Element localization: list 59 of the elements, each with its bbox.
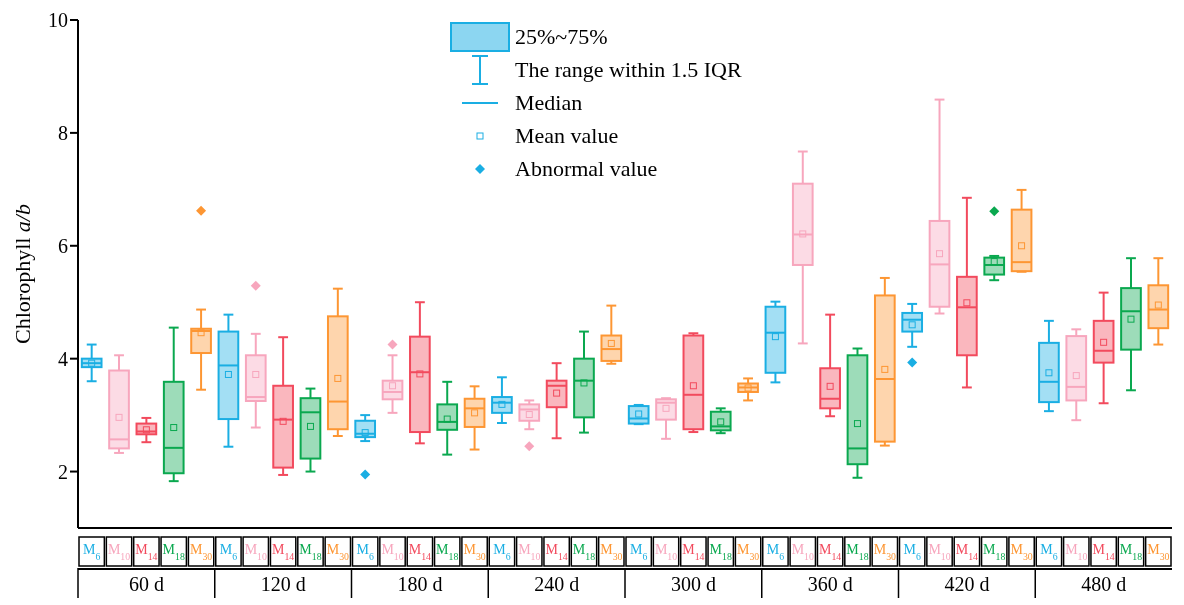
text: M$_{10}$ (1065, 542, 1088, 562)
annotation: The range within 1.5 IQR (515, 56, 742, 83)
x-tick-label: 240 d (534, 573, 580, 595)
text: M$_{18}$ (162, 542, 185, 562)
text: M$_{6}$ (219, 542, 238, 562)
annotation: Median (515, 89, 583, 116)
text: M$_{30}$ (873, 542, 897, 562)
text: M$_{6}$ (83, 542, 101, 562)
text: M$_{14}$ (682, 542, 705, 562)
text: M$_{30}$ (1010, 542, 1033, 562)
text: M$_{6}$ (356, 542, 374, 562)
x-tick-label: 60 d (128, 573, 164, 595)
x-tick-label: 300 d (670, 573, 716, 595)
x-tick-label: 120 d (260, 573, 306, 595)
y-tick-label: 8 (58, 121, 68, 144)
text: M$_{10}$ (518, 542, 541, 562)
text: M$_{30}$ (463, 542, 486, 562)
text: M$_{10}$ (928, 542, 951, 562)
text: M$_{14}$ (819, 542, 842, 562)
text: M$_{30}$ (1147, 542, 1170, 562)
text: M$_{6}$ (493, 542, 511, 562)
text: M$_{10}$ (791, 542, 814, 562)
text: M$_{14}$ (1092, 542, 1115, 562)
text: M$_{18}$ (983, 542, 1006, 562)
text: M$_{10}$ (654, 542, 678, 562)
text: M$_{6}$ (903, 542, 921, 562)
text: M$_{6}$ (766, 542, 785, 562)
text: M$_{30}$ (736, 542, 760, 562)
text: M$_{14}$ (955, 542, 978, 562)
annotation: Abnormal value (515, 155, 658, 182)
y-axis-title: Chlorophyll a/b (10, 204, 35, 344)
text: M$_{18}$ (299, 542, 322, 562)
text: M$_{14}$ (135, 542, 158, 562)
annotation: 25%~75% (515, 23, 608, 50)
y-tick-label: 10 (48, 9, 68, 32)
text: M$_{30}$ (189, 542, 213, 562)
annotation: Mean value (515, 122, 619, 149)
text: M$_{18}$ (709, 542, 732, 562)
x-tick-label: 360 d (807, 573, 853, 595)
text: M$_{18}$ (436, 542, 459, 562)
text: M$_{30}$ (326, 542, 349, 562)
text: M$_{6}$ (630, 542, 648, 562)
text: M$_{14}$ (408, 542, 431, 562)
text: M$_{18}$ (572, 542, 596, 562)
text: M$_{18}$ (1119, 542, 1143, 562)
text: M$_{10}$ (107, 542, 131, 562)
x-tick-label: 480 d (1081, 573, 1127, 595)
y-tick-label: 4 (58, 347, 68, 370)
text: M$_{30}$ (600, 542, 623, 562)
text: M$_{10}$ (381, 542, 404, 562)
text: M$_{10}$ (244, 542, 267, 562)
text: M$_{6}$ (1040, 542, 1058, 562)
text: M$_{18}$ (846, 542, 869, 562)
text: M$_{14}$ (545, 542, 568, 562)
y-tick-label: 6 (58, 234, 68, 257)
y-tick-label: 2 (58, 460, 68, 483)
x-tick-label: 180 d (397, 573, 443, 595)
text: M$_{14}$ (272, 542, 295, 562)
x-tick-label: 420 d (944, 573, 990, 595)
